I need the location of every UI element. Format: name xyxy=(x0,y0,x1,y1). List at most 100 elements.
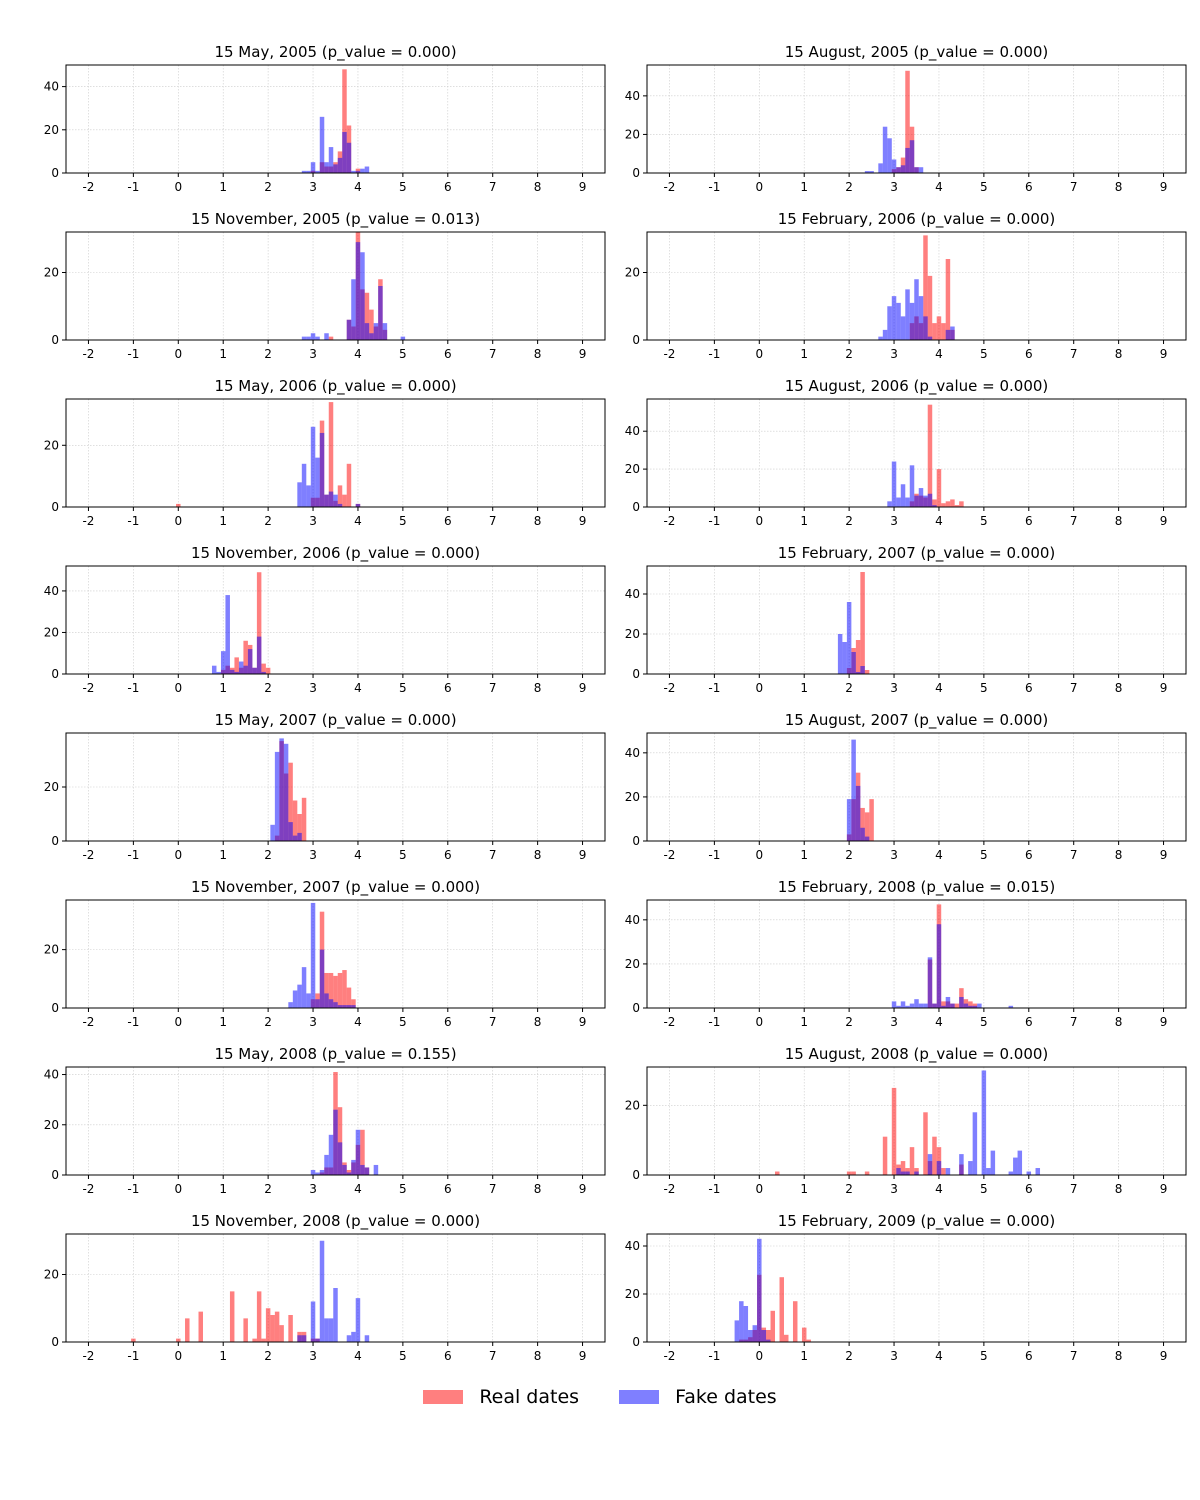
x-tick-label: 4 xyxy=(354,347,362,361)
fake-dates-bar xyxy=(342,131,347,173)
x-tick-label: -1 xyxy=(127,514,139,528)
x-tick-label: 8 xyxy=(534,848,542,862)
y-tick-label: 40 xyxy=(625,913,640,927)
x-tick-label: 7 xyxy=(489,848,497,862)
x-tick-label: 0 xyxy=(174,681,182,695)
plot-frame xyxy=(646,565,1187,675)
panel-title: 15 February, 2008 (p_value = 0.015) xyxy=(778,878,1056,897)
fake-dates-bar xyxy=(351,1331,356,1342)
x-tick-label: 3 xyxy=(890,1015,898,1029)
x-tick-label: 4 xyxy=(935,180,943,194)
fake-dates-bar xyxy=(918,488,924,507)
x-tick-label: 6 xyxy=(444,1349,452,1363)
plot-frame xyxy=(646,231,1187,341)
histogram-panel: 15 August, 2005 (p_value = 0.000) -2 -1 0 1 2… xyxy=(625,43,1187,194)
x-tick-label: -2 xyxy=(82,848,94,862)
fake-dates-bar xyxy=(941,1005,946,1008)
fake-dates-bar xyxy=(1013,1157,1018,1175)
histogram-panel: 15 November, 2008 (p_value = 0.000) -2 -1 0… xyxy=(44,1212,606,1363)
fake-dates-bar xyxy=(342,1005,347,1008)
x-tick-label: 9 xyxy=(1160,347,1168,361)
real-dates-bar xyxy=(864,812,870,841)
x-tick-label: 6 xyxy=(1025,1349,1033,1363)
y-tick-label: 20 xyxy=(625,127,640,141)
real-dates-bar xyxy=(932,323,937,340)
x-tick-label: 2 xyxy=(845,180,853,194)
fake-dates-bar xyxy=(950,1003,955,1008)
x-tick-label: 5 xyxy=(980,1182,988,1196)
x-tick-label: -1 xyxy=(708,681,720,695)
x-tick-label: -1 xyxy=(127,1015,139,1029)
fake-dates-bar xyxy=(346,1335,352,1342)
fake-dates-bar xyxy=(373,323,379,340)
x-tick-label: -1 xyxy=(708,180,720,194)
fake-dates-bar xyxy=(896,497,901,507)
x-tick-label: 7 xyxy=(1070,1349,1078,1363)
x-tick-label: 8 xyxy=(1115,1349,1123,1363)
fake-dates-bar xyxy=(757,1238,762,1342)
fake-dates-bar xyxy=(887,138,892,173)
y-tick-label: 0 xyxy=(51,1335,59,1349)
real-dates-bar xyxy=(941,1001,946,1008)
real-dates-bar xyxy=(900,1161,906,1175)
fake-dates-bar xyxy=(256,636,262,674)
real-dates-bar xyxy=(337,972,343,1008)
real-dates-bar xyxy=(198,1311,203,1342)
fake-dates-bar xyxy=(837,634,843,674)
real-dates-bar xyxy=(292,800,298,841)
x-tick-label: 3 xyxy=(309,1182,317,1196)
x-tick-label: 9 xyxy=(1160,514,1168,528)
plot-frame xyxy=(65,1066,606,1176)
histogram-panel: 15 November, 2007 (p_value = 0.000) -2 -1 0… xyxy=(44,878,606,1029)
x-tick-label: 0 xyxy=(174,1349,182,1363)
real-dates-bar xyxy=(941,503,946,507)
real-dates-bar xyxy=(324,972,329,1008)
fake-dates-bar xyxy=(990,1150,996,1175)
fake-dates-bar xyxy=(766,1339,771,1342)
fake-dates-bar xyxy=(869,171,874,173)
x-tick-label: 9 xyxy=(579,848,587,862)
x-tick-label: 6 xyxy=(1025,1182,1033,1196)
x-tick-label: 6 xyxy=(1025,514,1033,528)
fake-dates-bar xyxy=(297,1335,302,1342)
histogram-panel: 15 May, 2007 (p_value = 0.000) -2 -1 0 1 2 3 4 5… xyxy=(44,711,606,862)
fake-dates-bar xyxy=(324,333,329,340)
fake-dates-bar xyxy=(297,984,302,1008)
plot-frame xyxy=(646,64,1187,174)
fake-dates-bar xyxy=(1035,1168,1041,1175)
fake-dates-bar xyxy=(315,1338,320,1342)
x-tick-label: 3 xyxy=(890,514,898,528)
panel-title: 15 February, 2009 (p_value = 0.000) xyxy=(778,1212,1056,1231)
y-tick-label: 0 xyxy=(51,500,59,514)
x-tick-label: 6 xyxy=(1025,347,1033,361)
x-tick-label: -1 xyxy=(708,347,720,361)
x-tick-label: 2 xyxy=(845,347,853,361)
fake-dates-bar xyxy=(364,166,370,173)
y-tick-label: 20 xyxy=(625,790,640,804)
fake-dates-bar xyxy=(301,336,307,340)
fake-dates-bar xyxy=(373,1164,379,1175)
fake-dates-bar xyxy=(932,1003,937,1008)
fake-dates-bar xyxy=(734,1320,740,1342)
x-tick-label: 3 xyxy=(309,347,317,361)
x-tick-label: 7 xyxy=(489,180,497,194)
y-tick-label: 0 xyxy=(51,1168,59,1182)
x-tick-label: 3 xyxy=(309,180,317,194)
x-tick-label: 7 xyxy=(489,681,497,695)
x-tick-label: -2 xyxy=(663,514,675,528)
real-dates-bar xyxy=(337,485,343,507)
x-tick-label: 0 xyxy=(755,514,763,528)
fake-dates-bar xyxy=(968,1161,973,1175)
x-tick-label: 7 xyxy=(489,1349,497,1363)
panel-title: 15 February, 2007 (p_value = 0.000) xyxy=(778,544,1056,563)
real-dates-bar xyxy=(256,1291,262,1342)
fake-dates-bar xyxy=(914,1171,919,1175)
x-tick-label: 2 xyxy=(264,1349,272,1363)
x-tick-label: -1 xyxy=(708,1182,720,1196)
histogram-panel: 15 November, 2006 (p_value = 0.000) -2 -1 0… xyxy=(44,544,606,695)
plot-frame xyxy=(65,1233,606,1343)
fake-dates-bar xyxy=(364,1167,370,1175)
fake-dates-bar xyxy=(896,302,901,340)
histogram-panel: 15 August, 2008 (p_value = 0.000) -2 -1 0 1 2… xyxy=(625,1045,1187,1196)
fake-dates-bar xyxy=(896,167,901,173)
